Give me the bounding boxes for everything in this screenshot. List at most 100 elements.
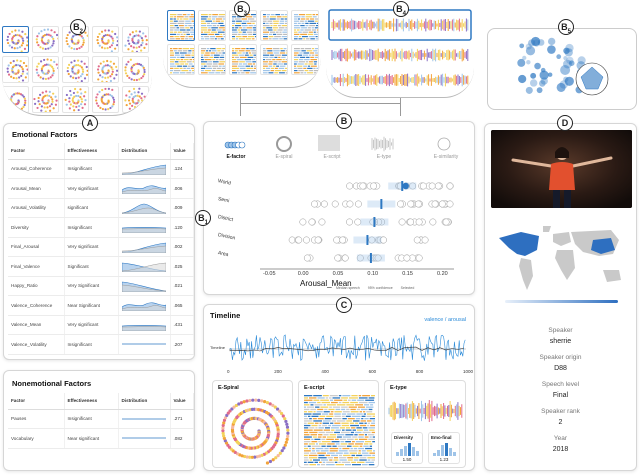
column-factor[interactable]: Factor xyxy=(8,143,65,160)
spiral-thumbnail[interactable] xyxy=(122,56,149,83)
e-script-subpanel[interactable]: E-script xyxy=(298,380,379,468)
table-row[interactable]: Final_Valence Significant .025 xyxy=(8,256,194,277)
script-word xyxy=(321,445,326,447)
table-row[interactable]: Diversity Insignificant .120 xyxy=(8,217,194,238)
spiral-thumbnail[interactable] xyxy=(92,56,119,83)
script-thumbnail[interactable] xyxy=(291,10,319,41)
script-word xyxy=(182,48,190,50)
spiral-dot xyxy=(97,65,100,68)
script-word xyxy=(283,29,287,31)
tab-e-similarity[interactable]: E-similarity xyxy=(433,154,459,160)
column-distribution[interactable]: Distribution xyxy=(118,143,171,160)
table-row[interactable]: Arousal_Coherence Insignificant .124 xyxy=(8,159,194,179)
spiral-dot xyxy=(13,64,16,67)
script-word xyxy=(313,429,323,431)
column-distribution[interactable]: Distribution xyxy=(118,393,171,410)
script-thumbnail[interactable] xyxy=(198,44,226,75)
column-effectiveness[interactable]: Effectiveness xyxy=(64,143,119,160)
script-word xyxy=(236,70,239,72)
spiral-dot xyxy=(263,400,267,404)
spiral-dot xyxy=(16,59,19,62)
tab-e-factor[interactable]: E-factor xyxy=(226,154,246,160)
script-word xyxy=(253,54,256,56)
tab-e-spiral[interactable]: E-spiral xyxy=(275,154,293,160)
column-effectiveness[interactable]: Effectiveness xyxy=(64,393,119,410)
spiral-dot xyxy=(65,40,68,43)
script-word xyxy=(272,27,279,29)
spiral-thumbnail[interactable] xyxy=(32,26,59,53)
script-word xyxy=(335,408,341,411)
script-word xyxy=(266,14,271,16)
script-word xyxy=(332,406,341,408)
script-word xyxy=(323,420,331,422)
spiral-dot xyxy=(84,31,87,34)
spiral-dot xyxy=(136,105,139,108)
spiral-dot xyxy=(98,32,101,36)
script-word xyxy=(232,16,237,18)
speaker-video-frame[interactable] xyxy=(491,130,632,208)
script-word xyxy=(307,33,314,35)
spiral-dot xyxy=(49,76,52,79)
column-value[interactable]: Value xyxy=(170,393,194,410)
script-word xyxy=(205,70,211,72)
spiral-thumbnail[interactable] xyxy=(92,26,119,53)
table-row[interactable]: Final_Arousal Very significant .002 xyxy=(8,237,194,257)
table-row[interactable]: Valence_Mean Very significant .431 xyxy=(8,315,194,335)
tab-e-type[interactable]: E-type xyxy=(376,154,392,160)
table-row[interactable]: Valence_Coherence Near Significant .065 xyxy=(8,295,194,316)
spiral-thumbnail[interactable] xyxy=(62,56,89,83)
table-row[interactable]: Happy_Ratio Very Significant .021 xyxy=(8,276,194,296)
script-thumbnail[interactable] xyxy=(167,44,195,75)
script-word xyxy=(297,63,304,65)
spiral-dot xyxy=(142,66,145,69)
spiral-dot xyxy=(10,75,13,78)
spiral-dot xyxy=(141,39,144,42)
script-thumbnail[interactable] xyxy=(260,44,288,75)
column-value[interactable]: Value xyxy=(170,143,194,160)
table-row[interactable]: Pauses Insignificant .271 xyxy=(8,409,194,429)
table-row[interactable]: Arousal_Volatility significant .009 xyxy=(8,198,194,218)
script-word xyxy=(174,25,179,27)
script-thumbnail[interactable] xyxy=(229,44,257,75)
spiral-thumbnail[interactable] xyxy=(2,86,29,113)
emo-final-value: 1.23 xyxy=(439,457,449,462)
spiral-thumbnail[interactable] xyxy=(32,86,59,113)
script-thumbnail[interactable] xyxy=(229,10,257,41)
spiral-dot xyxy=(284,419,288,424)
script-word xyxy=(340,431,350,434)
table-row[interactable]: Arousal_Mean Very significant .006 xyxy=(8,178,194,199)
spiral-dot xyxy=(76,59,80,62)
spiral-thumbnail[interactable] xyxy=(122,86,149,113)
script-word xyxy=(365,406,374,408)
script-word xyxy=(355,441,364,443)
spiral-thumbnail[interactable] xyxy=(92,86,119,113)
spiral-thumbnail[interactable] xyxy=(122,26,149,53)
script-word xyxy=(220,33,223,35)
similarity-point xyxy=(539,70,549,80)
table-row[interactable]: Valence_Volatility Insignificant .207 xyxy=(8,334,194,355)
arousal-line xyxy=(229,334,466,361)
x-tick-label: 0.15 xyxy=(402,271,413,277)
spiral-dot xyxy=(99,74,102,77)
spiral-thumbnail[interactable] xyxy=(2,26,29,53)
e-type-subpanel[interactable]: E-type Diversity 1.50 Emo-final 1.23 xyxy=(384,380,466,468)
script-thumbnail[interactable] xyxy=(167,10,195,41)
spiral-thumbnail[interactable] xyxy=(62,86,89,113)
spiral-dot xyxy=(16,33,19,37)
tab-e-script[interactable]: E-script xyxy=(323,154,341,160)
script-word xyxy=(279,72,285,74)
script-word xyxy=(285,67,287,69)
spiral-dot xyxy=(77,64,80,67)
spiral-dot xyxy=(72,105,75,108)
column-factor[interactable]: Factor xyxy=(8,393,65,410)
spiral-thumbnail[interactable] xyxy=(2,56,29,83)
table-row[interactable]: Vocabulary Near significant .082 xyxy=(8,428,194,449)
script-thumbnail[interactable] xyxy=(291,44,319,75)
e-spiral-subpanel[interactable]: E-Spiral xyxy=(212,380,293,468)
script-thumbnail[interactable] xyxy=(260,10,288,41)
script-thumbnail[interactable] xyxy=(198,10,226,41)
spiral-dot xyxy=(39,93,42,96)
spiral-thumbnail[interactable] xyxy=(32,56,59,83)
spiral-dot xyxy=(110,95,113,98)
script-word xyxy=(342,418,347,420)
